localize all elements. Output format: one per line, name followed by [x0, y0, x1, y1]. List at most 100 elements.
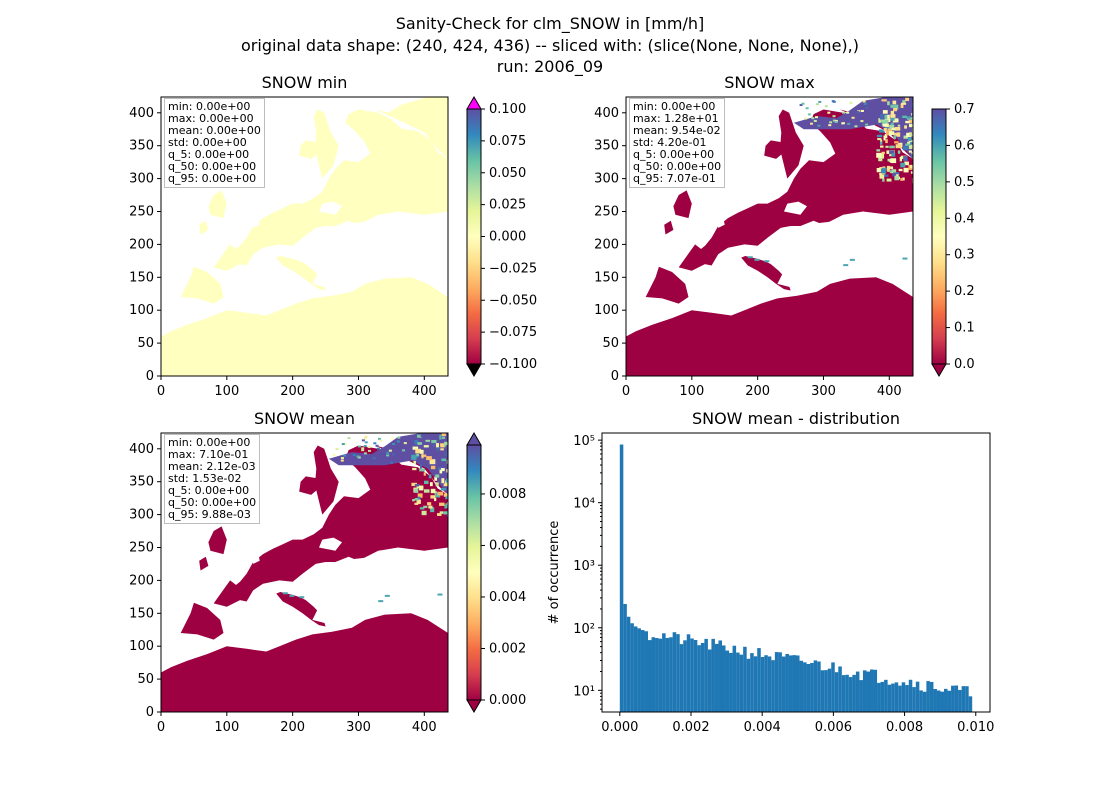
snow-max-snow-pixel [886, 130, 890, 136]
snow-mean-snow-pixel [444, 441, 448, 446]
snow-mean-snow-pixel [416, 485, 421, 489]
snow-mean-snow-pixel [373, 442, 377, 445]
snow-max-snow-pixel [799, 104, 803, 107]
snow-mean-stats-line: q_95: 9.88e-03 [168, 508, 251, 521]
snow-max-snow-pixel [863, 102, 867, 105]
snow-max-snow-pixel [898, 168, 903, 172]
snow-mean-colorbar-tick-label: 0.006 [489, 538, 526, 553]
snow-mean-snow-pixel [378, 437, 382, 440]
snow-min-colorbar-tick-label: −0.100 [489, 357, 537, 372]
snow-mean-snow-pixel [430, 465, 436, 470]
snow-mean-snow-pixel [434, 497, 437, 502]
snow-max-land [778, 109, 804, 179]
snow-max-snow-pixel [824, 105, 828, 108]
snow-mean-hist-bar [919, 690, 923, 712]
snow-max-snow-pixel [882, 174, 889, 177]
snow-max-stats-line: min: 0.00e+00 [633, 100, 716, 113]
snow-mean-hist-bar [785, 653, 789, 712]
snow-mean-colorbar-extend-top [466, 432, 482, 446]
snow-mean-snow-pixel [446, 469, 448, 473]
snow-max-ytick-label: 150 [594, 270, 619, 285]
snow-min-xtick-label: 200 [280, 384, 305, 399]
snow-mean-snow-pixel [421, 510, 427, 516]
snow-max-colorbar-tick-label: 0.2 [954, 284, 975, 299]
snow-mean-hist-bar [626, 616, 631, 712]
snow-max-snow-pixel [817, 124, 821, 127]
snow-max-map [626, 97, 913, 376]
snow-max-snow-pixel [882, 123, 888, 127]
snow-max-snow-pixel [884, 127, 891, 131]
figure-title-line-1: Sanity-Check for clm_SNOW in [mm/h] [395, 14, 705, 33]
snow-min-land [313, 109, 339, 179]
snow-mean-snow-pixel [419, 468, 426, 472]
snow-max-snow-pixel [910, 171, 913, 174]
snow-mean-hist-xtick-label: 0.002 [672, 720, 709, 735]
snow-max-colorbar-extend-bottom [931, 363, 947, 377]
snow-mean-snow-pixel [414, 484, 420, 487]
snow-max-snow-pixel [764, 260, 770, 263]
snow-max-snow-pixel [883, 127, 887, 132]
snow-min-xtick-label: 300 [346, 384, 371, 399]
snow-max-snow-pixel [905, 143, 911, 146]
snow-mean-hist-bar [774, 652, 779, 712]
snow-mean-snow-pixel [440, 443, 446, 448]
snow-max-title: SNOW max [724, 73, 814, 92]
snow-mean-snow-pixel [363, 445, 367, 448]
snow-min-water [251, 218, 260, 228]
snow-mean-hist-xtick-label: 0.006 [815, 720, 852, 735]
snow-mean-snow-pixel [414, 488, 419, 493]
snow-mean-snow-pixel [378, 600, 384, 603]
snow-mean-colorbar-tick-label: 0.008 [489, 487, 526, 502]
snow-min-ytick-label: 150 [129, 270, 154, 285]
snow-mean-snow-pixel [411, 454, 417, 460]
snow-mean-hist-bar [647, 640, 652, 712]
snow-mean-hist-ytick-label: 10⁵ [573, 434, 595, 449]
snow-mean-snow-pixel [417, 493, 423, 498]
snow-max-snow-pixel [884, 133, 888, 139]
snow-max-colorbar-body [932, 109, 946, 364]
snow-mean-snow-pixel [343, 454, 347, 457]
snow-max-colorbar-tick-label: 0.6 [954, 138, 975, 153]
snow-mean-snow-pixel [391, 453, 395, 456]
snow-min-colorbar-body [467, 109, 481, 364]
snow-max-snow-pixel [849, 258, 855, 261]
snow-max-snow-pixel [905, 97, 910, 102]
snow-mean-snow-pixel [367, 449, 371, 452]
snow-max-snow-pixel [908, 123, 913, 128]
snow-min-stats-line: q_50: 0.00e+00 [168, 160, 257, 173]
snow-max-snow-pixel [832, 100, 836, 103]
snow-max-snow-pixel [902, 100, 906, 104]
snow-mean-snow-pixel [429, 482, 433, 487]
snow-mean-hist-bar [655, 638, 659, 712]
snow-max-colorbar-tick-label: 0.7 [954, 102, 975, 117]
snow-mean-snow-pixel [392, 442, 396, 445]
snow-max-snow-pixel [894, 176, 900, 181]
snow-max-ytick-label: 300 [594, 172, 619, 187]
snow-mean-snow-pixel [357, 445, 361, 448]
snow-mean-snow-pixel [423, 445, 429, 448]
snow-max-snow-pixel [911, 102, 913, 107]
snow-max-snow-pixel [856, 110, 860, 113]
snow-mean-hist-bar [764, 655, 768, 712]
snow-mean-snow-pixel [431, 439, 437, 444]
snow-mean-snow-pixel [437, 593, 443, 596]
snow-mean-water [319, 537, 342, 551]
snow-mean-snow-pixel [367, 446, 371, 449]
snow-mean-snow-pixel [415, 448, 422, 454]
snow-min-colorbar-extend-bottom [466, 363, 482, 377]
snow-max-snow-pixel [862, 100, 866, 103]
snow-max-snow-pixel [902, 177, 905, 181]
snow-mean-hist-bar [912, 687, 916, 712]
snow-max-water [777, 270, 799, 288]
snow-mean-snow-pixel [437, 513, 442, 516]
snow-mean-hist-bar [623, 603, 627, 712]
snow-max-stats-line: q_5: 0.00e+00 [633, 148, 715, 161]
snow-mean-hist-bar [757, 648, 761, 712]
snow-max-snow-pixel [890, 110, 895, 115]
snow-mean-hist-bar [852, 674, 856, 712]
snow-mean-hist-bar [700, 642, 705, 712]
snow-min-land [199, 220, 209, 235]
snow-mean-snow-pixel [416, 499, 421, 504]
snow-mean-title: SNOW mean [254, 409, 355, 428]
snow-min-land [180, 266, 224, 304]
